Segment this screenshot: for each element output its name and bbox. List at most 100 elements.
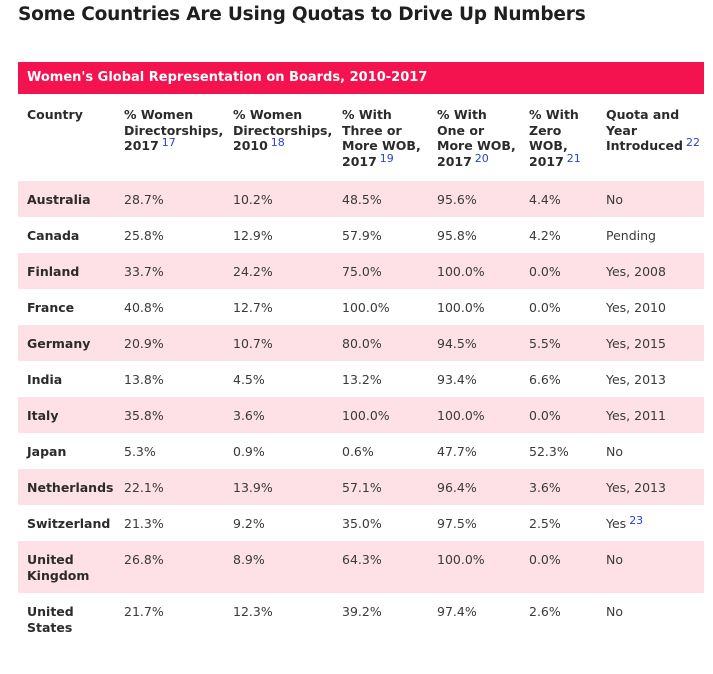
value-cell: 100.0% xyxy=(428,397,520,433)
table-row: Australia 28.7% 10.2% 48.5% 95.6% 4.4% No xyxy=(18,181,704,217)
cell-text: Yes, 2013 xyxy=(606,372,666,387)
cell-text: 35.0% xyxy=(342,516,382,531)
cell-text: 10.2% xyxy=(233,192,273,207)
value-cell: 0.0% xyxy=(520,289,597,325)
cell-text: Netherlands xyxy=(27,480,114,495)
cell-text: 100.0% xyxy=(437,552,485,567)
cell-text: 12.9% xyxy=(233,228,273,243)
cell-text: No xyxy=(606,444,623,459)
cell-text: 96.4% xyxy=(437,480,477,495)
table-row: Japan 5.3% 0.9% 0.6% 47.7% 52.3% No xyxy=(18,433,704,469)
cell-text: 28.7% xyxy=(124,192,164,207)
cell-text: 21.7% xyxy=(124,604,164,619)
country-cell: Netherlands xyxy=(18,469,115,505)
country-cell: United States xyxy=(18,593,115,645)
table-row: France 40.8% 12.7% 100.0% 100.0% 0.0% Yes, 201… xyxy=(18,289,704,325)
cell-text: 5.3% xyxy=(124,444,156,459)
country-cell: Canada xyxy=(18,217,115,253)
data-table: Country% Women Directorships, 2017 17% Wo… xyxy=(18,94,704,645)
country-cell: Finland xyxy=(18,253,115,289)
table-row: Germany 20.9% 10.7% 80.0% 94.5% 5.5% Yes, 2015 xyxy=(18,325,704,361)
footnote-link[interactable]: 18 xyxy=(270,136,285,149)
column-header: % Women Directorships, 2010 18 xyxy=(224,94,333,181)
cell-text: 12.3% xyxy=(233,604,273,619)
cell-text: 26.8% xyxy=(124,552,164,567)
value-cell: 5.5% xyxy=(520,325,597,361)
value-cell: Yes, 2013 xyxy=(597,469,704,505)
cell-text: Germany xyxy=(27,336,91,351)
value-cell: 10.2% xyxy=(224,181,333,217)
cell-text: 9.2% xyxy=(233,516,265,531)
cell-text: 0.0% xyxy=(529,264,561,279)
country-cell: Switzerland xyxy=(18,505,115,541)
value-cell: 97.5% xyxy=(428,505,520,541)
column-header-label: Country xyxy=(27,107,83,122)
cell-text: United Kingdom xyxy=(27,552,90,583)
footnote-link[interactable]: 23 xyxy=(629,514,644,527)
cell-text: 94.5% xyxy=(437,336,477,351)
value-cell: 40.8% xyxy=(115,289,224,325)
cell-text: 100.0% xyxy=(437,408,485,423)
cell-text: 21.3% xyxy=(124,516,164,531)
value-cell: 2.5% xyxy=(520,505,597,541)
cell-text: 75.0% xyxy=(342,264,382,279)
page-title: Some Countries Are Using Quotas to Drive… xyxy=(18,4,586,25)
value-cell: 80.0% xyxy=(333,325,428,361)
footnote-link[interactable]: 22 xyxy=(685,136,700,149)
cell-text: 39.2% xyxy=(342,604,382,619)
value-cell: 25.8% xyxy=(115,217,224,253)
cell-text: 40.8% xyxy=(124,300,164,315)
footnote-link[interactable]: 21 xyxy=(566,151,581,165)
cell-text: United States xyxy=(27,604,74,635)
value-cell: 0.0% xyxy=(520,253,597,289)
table-row: Netherlands 22.1% 13.9% 57.1% 96.4% 3.6% Yes, … xyxy=(18,469,704,505)
cell-text: 13.2% xyxy=(342,372,382,387)
cell-text: 24.2% xyxy=(233,264,273,279)
cell-text: 2.5% xyxy=(529,516,561,531)
footnote-link[interactable]: 17 xyxy=(161,136,176,149)
cell-text: Italy xyxy=(27,408,59,423)
cell-text: 4.4% xyxy=(529,192,561,207)
value-cell: Yes, 2013 xyxy=(597,361,704,397)
footnote-link[interactable]: 19 xyxy=(379,151,394,165)
cell-text: 100.0% xyxy=(437,264,485,279)
cell-text: 80.0% xyxy=(342,336,382,351)
value-cell: 21.3% xyxy=(115,505,224,541)
cell-text: 0.6% xyxy=(342,444,374,459)
cell-text: 93.4% xyxy=(437,372,477,387)
cell-text: Switzerland xyxy=(27,516,111,531)
value-cell: Yes, 2011 xyxy=(597,397,704,433)
value-cell: 100.0% xyxy=(333,289,428,325)
value-cell: 4.5% xyxy=(224,361,333,397)
footnote-link[interactable]: 20 xyxy=(474,151,489,165)
value-cell: 3.6% xyxy=(224,397,333,433)
value-cell: 24.2% xyxy=(224,253,333,289)
value-cell: 48.5% xyxy=(333,181,428,217)
table-body: Australia 28.7% 10.2% 48.5% 95.6% 4.4% No Canad… xyxy=(18,181,704,645)
column-header-label: % With Three or More WOB, 2017 xyxy=(342,107,421,169)
value-cell: 12.9% xyxy=(224,217,333,253)
value-cell: 12.3% xyxy=(224,593,333,645)
column-header-label: % With One or More WOB, 2017 xyxy=(437,107,516,169)
cell-text: Yes, 2010 xyxy=(606,300,666,315)
value-cell: 8.9% xyxy=(224,541,333,593)
cell-text: 64.3% xyxy=(342,552,382,567)
cell-text: Yes, 2011 xyxy=(606,408,666,423)
table-row: Italy 35.8% 3.6% 100.0% 100.0% 0.0% Yes, 2011 xyxy=(18,397,704,433)
value-cell: 2.6% xyxy=(520,593,597,645)
cell-text: 5.5% xyxy=(529,336,561,351)
cell-text: Yes xyxy=(606,516,627,531)
value-cell: 93.4% xyxy=(428,361,520,397)
value-cell: Yes 23 xyxy=(597,505,704,541)
table-row: India 13.8% 4.5% 13.2% 93.4% 6.6% Yes, 2013 xyxy=(18,361,704,397)
value-cell: 0.9% xyxy=(224,433,333,469)
value-cell: 100.0% xyxy=(428,253,520,289)
cell-text: 97.5% xyxy=(437,516,477,531)
table-row: United States 21.7% 12.3% 39.2% 97.4% 2.6% No xyxy=(18,593,704,645)
value-cell: 22.1% xyxy=(115,469,224,505)
header-row: Country% Women Directorships, 2017 17% Wo… xyxy=(18,94,704,181)
value-cell: 3.6% xyxy=(520,469,597,505)
cell-text: 95.6% xyxy=(437,192,477,207)
value-cell: 95.6% xyxy=(428,181,520,217)
board-representation-table: Women's Global Representation on Boards,… xyxy=(18,62,704,645)
